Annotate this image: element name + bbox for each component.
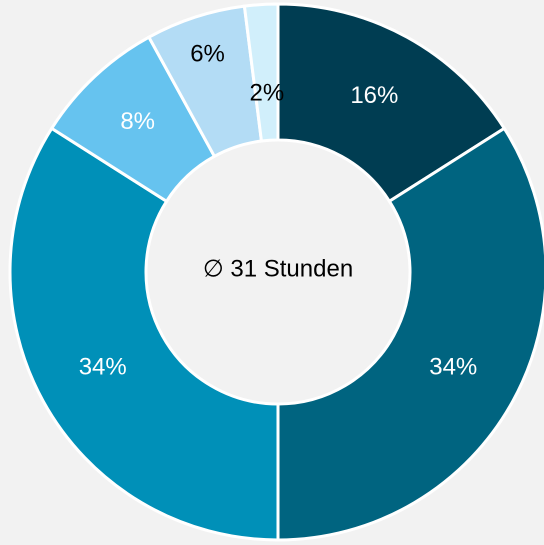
- value-label: 6%: [190, 41, 225, 68]
- value-label: 34%: [429, 354, 477, 381]
- slice: [8, 126, 280, 542]
- slice: [276, 126, 544, 542]
- slices: [8, 2, 544, 542]
- center-label: ∅ 31 Stunden: [203, 255, 353, 282]
- value-label: 8%: [120, 108, 155, 135]
- slice: [276, 2, 507, 204]
- slice: [242, 2, 280, 143]
- value-label: 34%: [79, 354, 127, 381]
- value-label: 2%: [249, 80, 284, 107]
- value-label: 16%: [350, 82, 398, 109]
